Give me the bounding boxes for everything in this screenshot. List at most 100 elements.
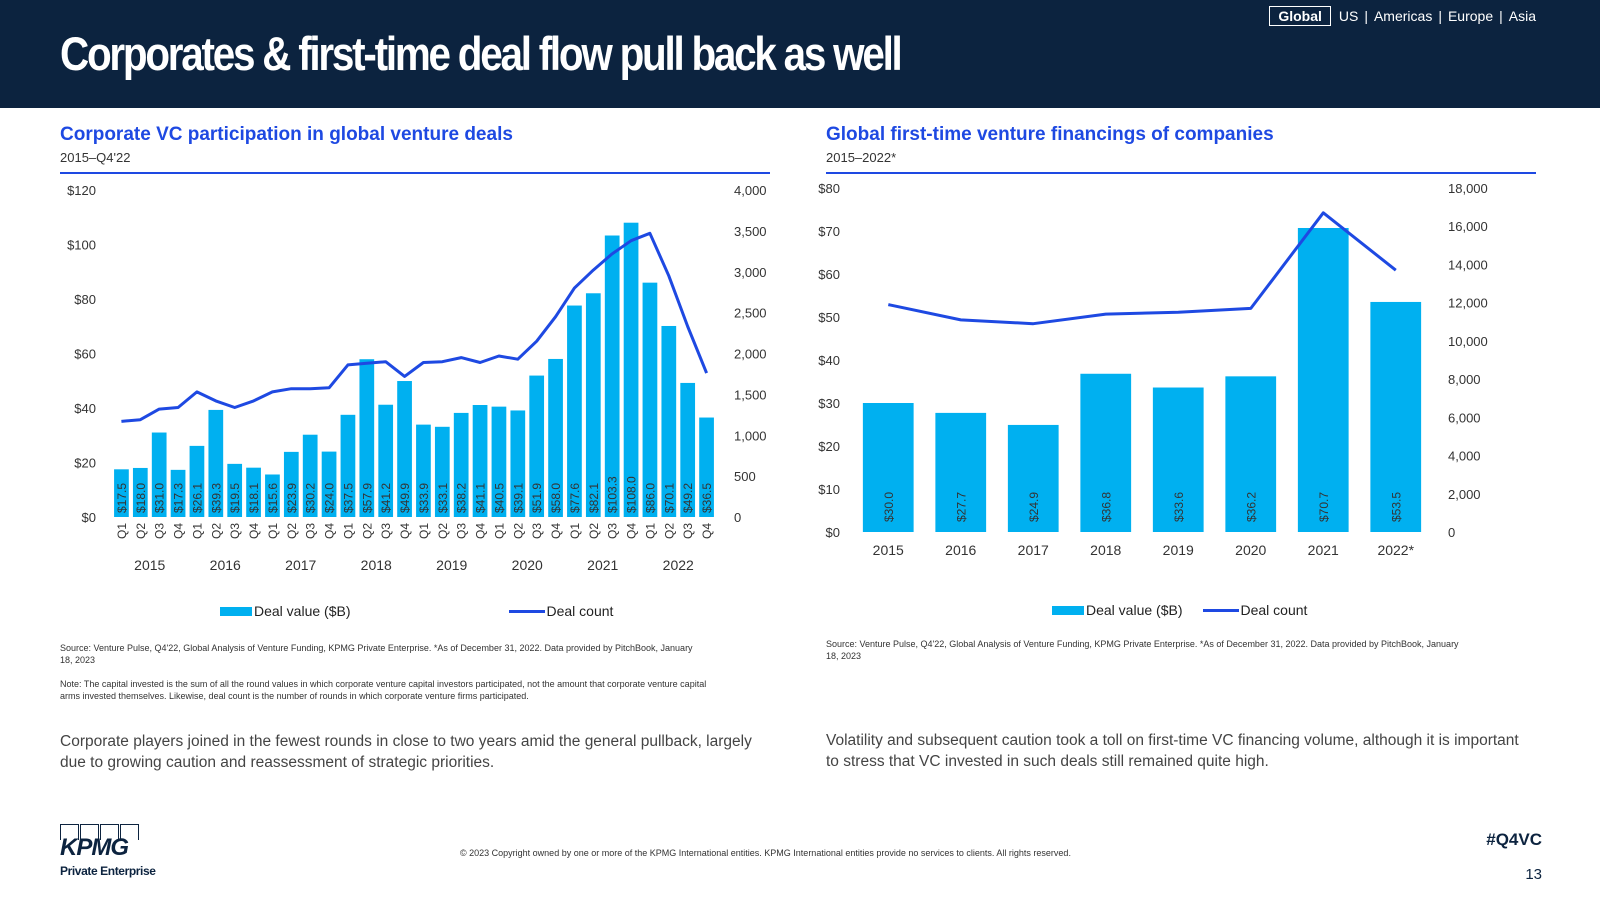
slide-title: Corporates & first-time deal flow pull b…: [60, 27, 903, 80]
y-right-tick-label: 8,000: [1448, 372, 1481, 387]
bar: [862, 403, 914, 532]
bar-data-label: $31.0: [153, 483, 167, 513]
bar: [699, 417, 714, 517]
logo-wordmark: KPMG: [60, 834, 129, 861]
bar: [246, 467, 261, 517]
bar: [283, 451, 299, 517]
y-right-tick-label: 500: [734, 469, 756, 484]
bar-data-label: $51.9: [530, 483, 544, 513]
bar-data-label: $27.7: [954, 492, 968, 522]
x-tick-label: Q4: [323, 523, 337, 539]
y-right-tick-label: 2,000: [734, 347, 767, 362]
nav-asia[interactable]: Asia: [1508, 8, 1536, 24]
right-legend: Deal value ($B) Deal count: [1052, 602, 1307, 618]
bar: [378, 404, 394, 517]
bar-data-label: $17.5: [115, 483, 129, 513]
bar-data-label: $57.9: [360, 483, 374, 513]
x-tick-label: Q2: [360, 523, 374, 539]
bar-data-label: $15.6: [266, 483, 280, 513]
x-tick-label: Q3: [455, 523, 469, 539]
bar-data-label: $77.6: [568, 483, 582, 513]
x-tick-label: Q3: [304, 523, 318, 539]
legend-swatch-line: [508, 609, 545, 613]
bar: [397, 381, 412, 517]
left-chart-subtitle: 2015–Q4'22: [60, 150, 131, 165]
x-tick-label: Q4: [700, 523, 714, 539]
y-right-tick-label: 18,000: [1448, 181, 1488, 196]
bar-data-label: $17.3: [172, 483, 186, 513]
bar: [189, 445, 205, 517]
x-tick-label: Q4: [398, 523, 412, 539]
nav-americas[interactable]: Americas: [1373, 8, 1433, 24]
x-group-label: 2020: [512, 557, 543, 573]
legend-swatch-bar: [1052, 605, 1084, 615]
bar: [935, 412, 987, 532]
y-right-tick-label: 12,000: [1448, 296, 1488, 311]
legend-swatch-line: [1202, 608, 1239, 612]
y-right-tick-label: 14,000: [1448, 257, 1488, 272]
slide-header: Corporates & first-time deal flow pull b…: [0, 0, 1600, 108]
x-tick-label: Q3: [681, 523, 695, 539]
bar-data-label: $58.0: [549, 483, 563, 513]
left-title-rule: [60, 172, 770, 174]
bar-data-label: $18.1: [247, 483, 261, 513]
y-left-tick-label: $40: [818, 353, 840, 368]
bar-data-label: $23.9: [285, 483, 299, 513]
bar: [132, 467, 148, 517]
nav-us[interactable]: US: [1338, 8, 1359, 24]
x-tick-label: 2018: [1090, 542, 1121, 558]
y-right-tick-label: 1,000: [734, 428, 767, 443]
y-right-tick-label: 10,000: [1448, 334, 1488, 349]
legend-item-deal-count: Deal count: [508, 603, 613, 619]
bar-data-label: $24.0: [323, 483, 337, 513]
y-left-tick-label: $0: [826, 525, 840, 540]
logo-subtitle: Private Enterprise: [60, 864, 156, 878]
x-tick-label: Q3: [530, 523, 544, 539]
bar-data-label: $86.0: [643, 483, 657, 513]
y-right-tick-label: 1,500: [734, 387, 767, 402]
y-right-tick-label: 3,500: [734, 224, 767, 239]
first-time-financings-chart: $0 $10 $20 $30 $40 $50 $60 $70 $80 0 2,000 4,000 6,0…: [818, 181, 1488, 558]
x-tick-label: Q4: [172, 523, 186, 539]
bar-data-label: $70.7: [1317, 492, 1331, 522]
bar: [661, 325, 677, 517]
x-tick-label: Q2: [209, 523, 223, 539]
y-left-tick-label: $120: [67, 183, 96, 198]
x-tick-label: Q3: [606, 523, 620, 539]
page-number: 13: [1525, 866, 1542, 883]
left-legend: Deal value ($B) Deal count: [220, 603, 613, 619]
bar-data-label: $33.1: [436, 483, 450, 513]
nav-global[interactable]: Global: [1269, 6, 1331, 26]
x-tick-label: 2021: [1308, 542, 1339, 558]
legend-item-deal-value: Deal value ($B): [1052, 602, 1183, 618]
bar: [1080, 373, 1132, 532]
x-tick-label: Q2: [662, 523, 676, 539]
x-tick-label: 2019: [1163, 542, 1194, 558]
y-left-tick-label: $20: [818, 439, 840, 454]
bar: [227, 463, 243, 517]
right-title-rule: [826, 172, 1536, 174]
x-tick-label: Q2: [134, 523, 148, 539]
left-methodology-note: Note: The capital invested is the sum of…: [60, 679, 707, 701]
bar-data-label: $108.0: [625, 476, 639, 513]
x-tick-label: Q3: [228, 523, 242, 539]
bar-data-label: $82.1: [587, 483, 601, 513]
y-left-tick-label: $20: [74, 456, 96, 471]
kpmg-logo: KPMG Private Enterprise: [60, 824, 170, 880]
bar: [604, 235, 620, 517]
corporate-vc-chart: $0 $20 $40 $60 $80 $100 $120 0 500 1,000 1,500 2,00…: [67, 183, 767, 573]
x-tick-label: 2022*: [1377, 542, 1414, 558]
nav-europe[interactable]: Europe: [1447, 8, 1494, 24]
left-commentary: Corporate players joined in the fewest r…: [60, 733, 752, 771]
y-left-tick-label: $40: [74, 401, 96, 416]
y-left-tick-label: $0: [82, 510, 96, 525]
bar-data-label: $24.9: [1027, 492, 1041, 522]
right-chart-subtitle: 2015–2022*: [826, 150, 897, 165]
bar: [623, 222, 639, 517]
bar: [453, 412, 469, 517]
y-left-tick-label: $80: [818, 181, 840, 196]
x-group-label: 2016: [210, 557, 241, 573]
bar: [642, 282, 658, 517]
x-tick-label: Q3: [379, 523, 393, 539]
y-left-tick-label: $30: [818, 396, 840, 411]
